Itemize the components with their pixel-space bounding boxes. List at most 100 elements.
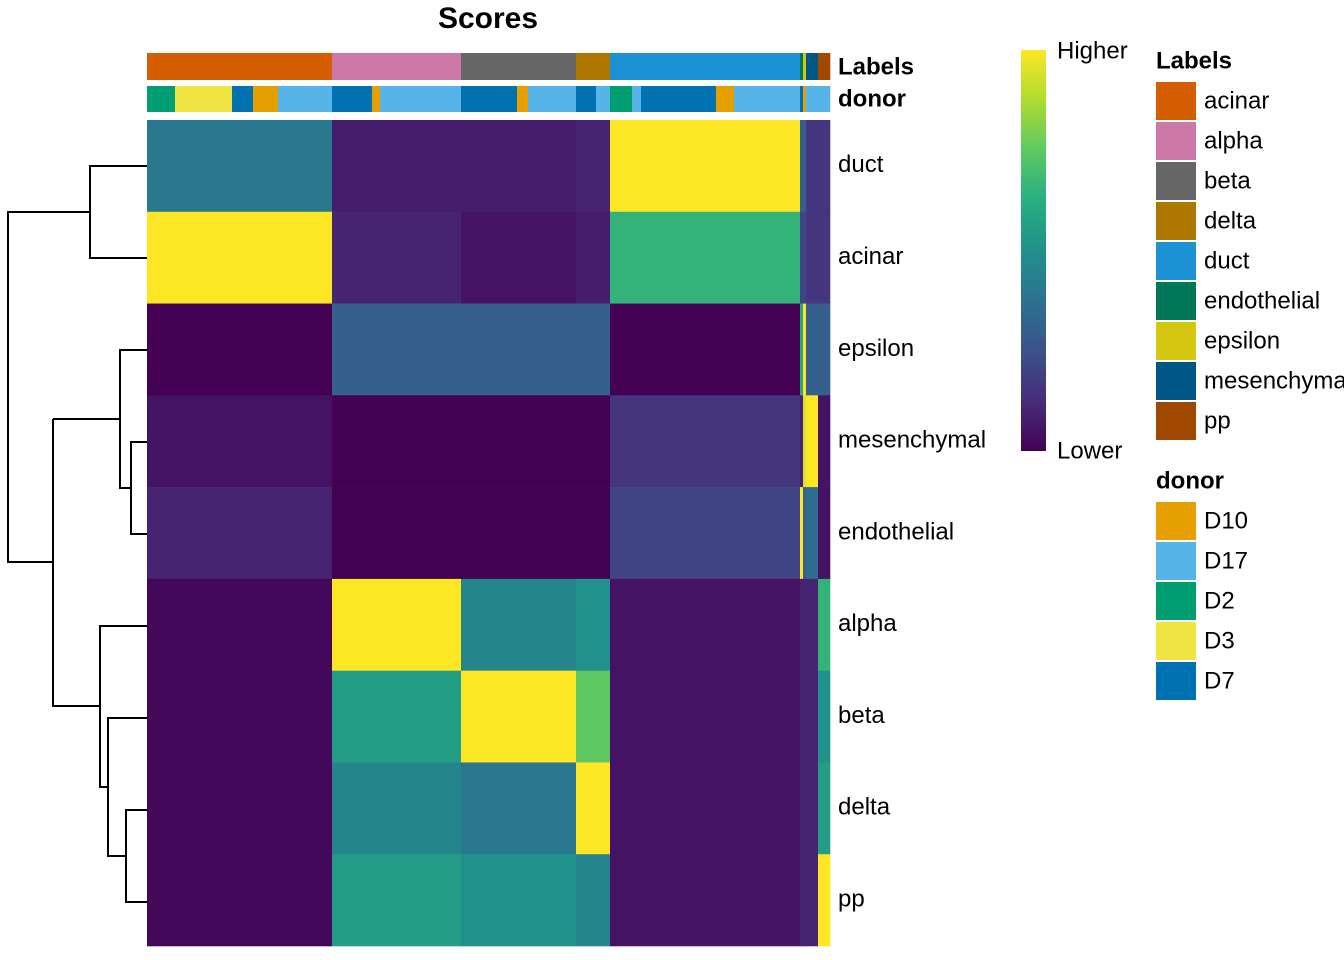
heatmap-cell [800,578,804,671]
heatmap-cell [800,211,804,304]
legend-label: D3 [1204,627,1235,654]
donor-annotation [517,86,529,112]
heatmap-cell [147,120,333,213]
heatmap-cell [610,578,801,671]
heatmap-cell [803,211,807,304]
legend-swatch [1156,282,1196,320]
heatmap-cell [576,854,611,947]
heatmap-cell [806,395,819,488]
heatmap-cell [800,762,804,855]
legend-swatch [1156,662,1196,700]
legend-label: alpha [1204,127,1263,154]
heatmap-cell [610,303,801,396]
heatmap-cell [147,211,333,304]
heatmap-cell [806,211,819,304]
heatmap-cell [332,762,462,855]
heatmap-cell [610,762,801,855]
legend-label: pp [1204,407,1231,434]
heatmap-cell [818,762,831,855]
heatmap-cell [332,670,462,763]
heatmap-cell [803,670,807,763]
row-label: duct [838,151,884,178]
legend-swatch [1156,362,1196,400]
heatmap-cell [800,670,804,763]
label-annotation [818,53,831,80]
donor-annotation [528,86,577,112]
legend-swatch [1156,202,1196,240]
heatmap-cell [332,487,462,580]
donor-annotation [734,86,801,112]
legend-swatch [1156,322,1196,360]
donor-annotation [641,86,717,112]
heatmap-cell [818,487,831,580]
legend-label: endothelial [1204,287,1320,314]
annotation-title: donor [838,85,906,112]
legend-swatch [1156,402,1196,440]
legend-title: donor [1156,467,1224,494]
donor-annotation [806,86,819,112]
donor-annotation [610,86,633,112]
legend-swatch [1156,502,1196,540]
heatmap-cell [803,578,807,671]
legend-label: D10 [1204,507,1248,534]
donor-annotation [147,86,176,112]
label-annotation [576,53,611,80]
label-annotation [461,53,577,80]
legend-label: duct [1204,247,1250,274]
donor-annotation [596,86,611,112]
heatmap-cell [147,578,333,671]
heatmap-cell [147,762,333,855]
heatmap-cell [818,854,831,947]
heatmap-cell [803,487,807,580]
annotation-title: Labels [838,53,914,80]
donor-annotation [632,86,642,112]
heatmap-cell [461,854,577,947]
legend-label: D17 [1204,547,1248,574]
donor-annotation [278,86,333,112]
heatmap-cell [461,487,577,580]
heatmap-cell [147,487,333,580]
colorbar-label: Higher [1057,37,1128,64]
row-label: endothelial [838,518,954,545]
legend-label: mesenchymal [1204,367,1344,394]
row-label: epsilon [838,335,914,362]
label-annotation [803,53,807,80]
heatmap-cell [147,854,333,947]
label-annotation [610,53,801,80]
row-label: beta [838,702,885,729]
heatmap-cell [806,120,819,213]
heatmap-cell [806,762,819,855]
heatmap-cell [800,487,804,580]
colorbar-label: Lower [1057,437,1122,464]
heatmap-cell [147,303,333,396]
row-label: alpha [838,610,897,637]
heatmap-cell [800,395,804,488]
row-label: mesenchymal [838,427,986,454]
heatmap-cell [461,578,577,671]
heatmap-cell [332,578,462,671]
legend-label: D7 [1204,667,1235,694]
row-label: pp [838,885,865,912]
donor-annotation [232,86,254,112]
donor-annotation [576,86,597,112]
heatmap-cell [610,395,801,488]
heatmap-cell [147,395,333,488]
heatmap-cell [818,120,831,213]
heatmap-cell [800,120,804,213]
heatmap-cell [803,854,807,947]
donor-annotation [175,86,233,112]
heatmap-cell [576,395,611,488]
heatmap-cell [576,578,611,671]
legend-swatch [1156,82,1196,120]
donor-annotation [253,86,279,112]
heatmap-cell [800,854,804,947]
legend-label: acinar [1204,87,1269,114]
label-annotation [147,53,333,80]
row-label: acinar [838,243,903,270]
heatmap-cell [461,670,577,763]
donor-annotation [372,86,381,112]
dendrogram [7,165,147,903]
heatmap-cell [461,211,577,304]
label-annotation [806,53,819,80]
